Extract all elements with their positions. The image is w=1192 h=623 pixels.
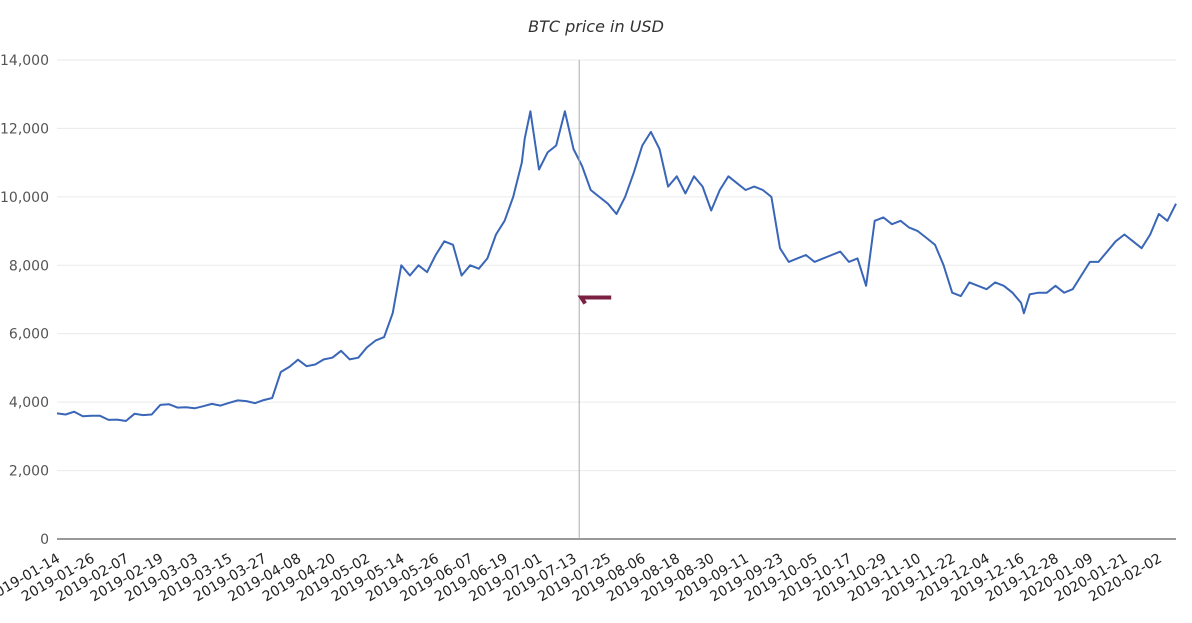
gridlines <box>57 59 1176 472</box>
x-axis-ticks: 2019-01-142019-01-262019-02-072019-02-19… <box>0 551 1165 606</box>
y-tick-label: 2,000 <box>9 464 49 480</box>
y-tick-label: 10,000 <box>0 190 49 206</box>
y-tick-label: 12,000 <box>0 121 49 137</box>
cursor-marker-icon <box>577 295 612 305</box>
y-axis-ticks: 0 2,000 4,000 6,000 8,000 10,000 12,000 14,000 <box>0 53 49 548</box>
y-tick-label: 6,000 <box>9 327 49 343</box>
y-tick-label: 4,000 <box>9 395 49 411</box>
chart-title: BTC price in USD <box>528 17 664 36</box>
y-tick-label: 14,000 <box>0 53 49 69</box>
y-tick-label: 0 <box>40 532 49 548</box>
price-series-line <box>56 110 1177 422</box>
y-tick-label: 8,000 <box>9 258 49 274</box>
